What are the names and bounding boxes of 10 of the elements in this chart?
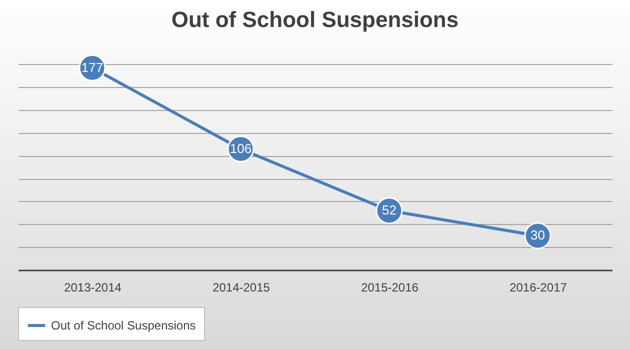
data-label: 177: [81, 60, 104, 75]
data-label: 52: [382, 202, 396, 218]
legend-label: Out of School Suspensions: [51, 318, 196, 332]
x-tick-label: 2014-2015: [212, 280, 270, 294]
data-label: 106: [230, 140, 252, 156]
x-tick-label: 2016-2017: [510, 280, 568, 294]
x-tick-label: 2013-2014: [64, 280, 122, 294]
chart-title: Out of School Suspensions: [171, 7, 459, 32]
x-tick-label: 2015-2016: [361, 280, 419, 294]
data-label: 30: [530, 228, 545, 243]
